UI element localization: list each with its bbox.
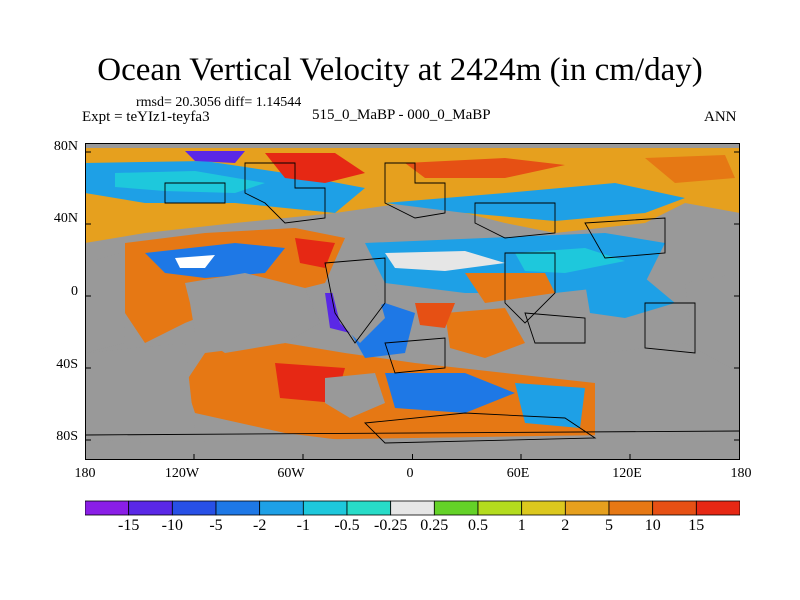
colorbar-label: 1 bbox=[517, 517, 526, 534]
colorbar-label: -1 bbox=[296, 517, 310, 534]
colorbar-swatch bbox=[128, 500, 173, 516]
colorbar-label: 10 bbox=[644, 517, 661, 534]
statistics-text: rmsd= 20.3056 diff= 1.14544 bbox=[136, 95, 302, 110]
colorbar-swatch bbox=[302, 500, 348, 516]
colorbar-label: 0.25 bbox=[420, 517, 449, 534]
axis-ticks bbox=[85, 151, 740, 460]
map-title: Ocean Vertical Velocity at 2424m (in cm/… bbox=[97, 52, 703, 88]
colorbar-swatch bbox=[477, 500, 523, 516]
lat-label-40s: 40S bbox=[56, 357, 78, 372]
colorbar-label: -0.25 bbox=[374, 517, 408, 534]
coastlines bbox=[85, 162, 740, 444]
period-label: 515_0_MaBP - 000_0_MaBP bbox=[312, 107, 491, 123]
lon-label-180w: 180 bbox=[74, 466, 96, 481]
lon-label-120e: 120E bbox=[612, 466, 642, 481]
colorbar-label: -0.5 bbox=[334, 517, 360, 534]
colorbar-swatch bbox=[171, 500, 217, 516]
colorbar-swatch bbox=[695, 500, 740, 516]
colorbar-swatch bbox=[259, 500, 304, 516]
lon-label-60e: 60E bbox=[506, 466, 530, 481]
colorbar-label: -10 bbox=[161, 517, 183, 534]
colorbar-label: 0.5 bbox=[468, 517, 488, 534]
lon-label-120w: 120W bbox=[164, 466, 200, 481]
colorbar-label: -2 bbox=[253, 517, 267, 534]
colorbar-swatch bbox=[521, 500, 566, 516]
colorbar-label: -15 bbox=[118, 517, 140, 534]
experiment-label: Expt = teYIz1-teyfa3 bbox=[82, 109, 210, 125]
colorbar-swatch bbox=[346, 500, 392, 516]
season-label: ANN bbox=[704, 109, 737, 125]
colorbar-swatch bbox=[564, 500, 610, 516]
colorbar-swatch bbox=[608, 500, 654, 516]
colorbar-swatch bbox=[215, 500, 261, 516]
lon-label-0: 0 bbox=[406, 466, 414, 481]
colorbar bbox=[85, 500, 740, 516]
colorbar-swatch bbox=[652, 500, 697, 516]
map-panel bbox=[85, 143, 740, 460]
colorbar-label: -5 bbox=[209, 517, 223, 534]
lat-label-40n: 40N bbox=[53, 211, 78, 226]
colorbar-swatch bbox=[390, 500, 435, 516]
ocean-field bbox=[85, 148, 740, 448]
lat-label-80n: 80N bbox=[53, 139, 78, 154]
land-masses bbox=[85, 253, 740, 460]
lon-label-180e: 180 bbox=[730, 466, 752, 481]
lat-label-0: 0 bbox=[71, 284, 78, 299]
lat-label-80s: 80S bbox=[56, 429, 78, 444]
colorbar-swatch bbox=[85, 500, 130, 516]
lon-label-60w: 60W bbox=[277, 466, 305, 481]
colorbar-label: 5 bbox=[605, 517, 613, 534]
colorbar-label: 2 bbox=[561, 517, 570, 534]
colorbar-label: 15 bbox=[688, 517, 705, 534]
colorbar-swatch bbox=[433, 500, 479, 516]
